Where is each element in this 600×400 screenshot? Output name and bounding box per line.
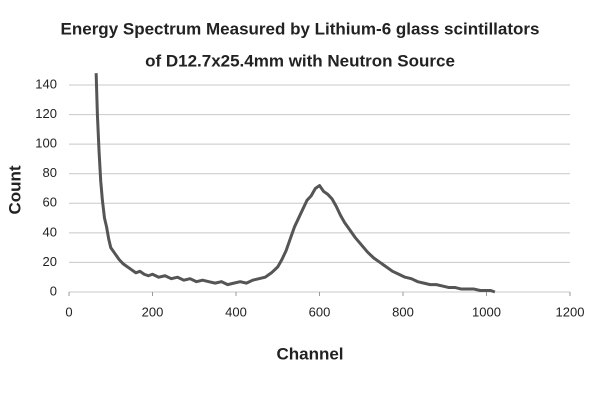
y-tick-label: 140 [35, 76, 57, 91]
x-tick-label: 1000 [472, 304, 501, 319]
x-tick-label: 400 [225, 304, 247, 319]
x-tick-label: 0 [65, 304, 72, 319]
y-tick-label: 60 [43, 195, 57, 210]
y-tick-label: 40 [43, 224, 57, 239]
x-tick-label: 800 [392, 304, 414, 319]
data-line [94, 73, 496, 294]
chart-title: Energy Spectrum Measured by Lithium-6 gl… [61, 19, 540, 38]
y-tick-label: 100 [35, 136, 57, 151]
y-tick-label: 80 [43, 165, 57, 180]
x-tick-label: 600 [309, 304, 331, 319]
x-tick-label: 1200 [556, 304, 585, 319]
x-tick-label: 200 [142, 304, 164, 319]
y-tick-label: 120 [35, 106, 57, 121]
chart-title: of D12.7x25.4mm with Neutron Source [145, 51, 455, 70]
y-axis-label: Count [5, 165, 24, 214]
y-tick-label: 20 [43, 254, 57, 269]
y-tick-label: 0 [50, 283, 57, 298]
x-axis-label: Channel [276, 344, 343, 363]
